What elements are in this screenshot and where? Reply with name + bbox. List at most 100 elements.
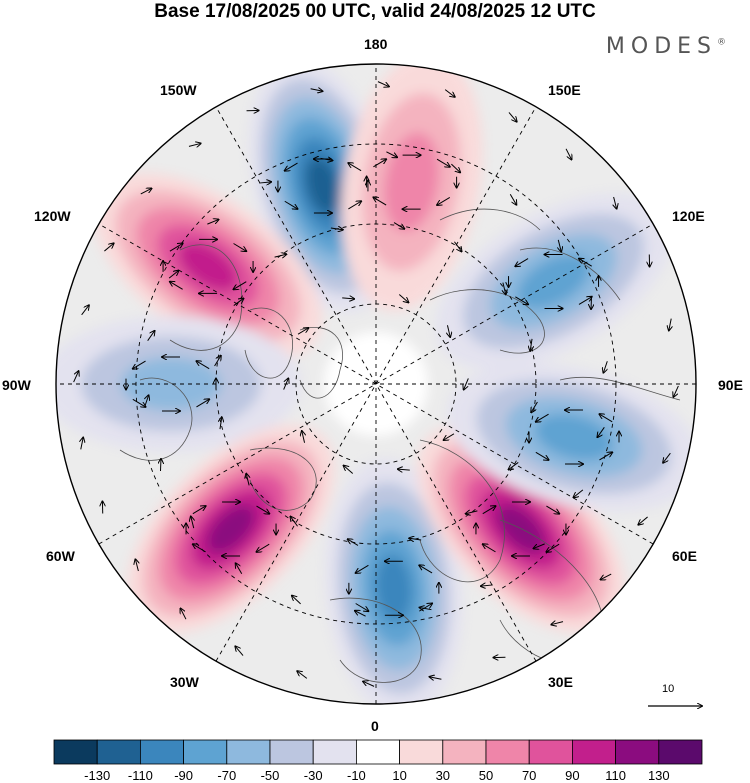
brand-text: MODES <box>605 34 717 59</box>
wind-arrow <box>546 505 559 514</box>
colorbar-swatch <box>269 739 314 765</box>
wind-arrow <box>169 244 183 252</box>
modes-logo: MODES® <box>606 34 726 59</box>
wind-arrow <box>531 401 538 412</box>
wind-arrow <box>233 298 244 306</box>
coastline <box>329 597 422 683</box>
wind-arrow <box>599 414 613 423</box>
lon-label-60w: 60W <box>46 548 75 564</box>
wind-arrow <box>283 378 289 390</box>
wind-arrow <box>377 81 389 87</box>
wind-arrow <box>363 681 375 687</box>
wind-arrow <box>342 298 354 299</box>
wind-arrow <box>234 281 247 290</box>
wind-arrow <box>444 433 455 440</box>
colorbar-tick-label: 130 <box>647 768 670 783</box>
wind-arrow <box>603 361 607 372</box>
wind-arrow <box>180 609 187 620</box>
colorbar-tick-label: -10 <box>346 768 366 783</box>
wind-arrow <box>236 563 243 574</box>
wind-arrow <box>386 151 397 157</box>
colorbar-swatch <box>355 739 400 765</box>
lon-label-120e: 120E <box>672 208 705 224</box>
wind-arrow <box>601 573 612 579</box>
wind-arrow <box>503 282 506 295</box>
wind-arrow <box>573 489 584 497</box>
wind-arrow <box>393 222 404 229</box>
wind-arrow <box>310 89 323 91</box>
wind-arrow <box>444 89 455 97</box>
colorbar-swatch <box>485 739 530 765</box>
colorbar-swatch <box>528 739 573 765</box>
wind-arrow <box>565 148 571 160</box>
wind-arrow <box>214 356 221 367</box>
wind-arrow <box>451 163 460 172</box>
wind-vectors <box>73 81 679 687</box>
wind-arrow <box>373 197 387 206</box>
wind-arrow <box>145 395 149 407</box>
lon-label-90e: 90E <box>718 377 743 393</box>
anomaly-contour <box>206 504 256 554</box>
wind-arrow <box>437 196 451 205</box>
colorbar-tick-label: 10 <box>392 768 407 783</box>
wind-arrow <box>482 506 496 515</box>
wind-arrow <box>454 241 461 252</box>
colorbar-tick-label: 90 <box>565 768 580 783</box>
wind-arrow <box>638 516 648 525</box>
map-disc <box>56 64 696 704</box>
wind-arrow <box>348 163 362 172</box>
colorbar-tick-label: -130 <box>84 768 111 783</box>
anomaly-contour <box>305 156 341 216</box>
lon-label-150e: 150E <box>548 82 581 98</box>
wind-arrow <box>344 466 354 474</box>
wind-arrow <box>81 305 89 316</box>
lon-label-150w: 150W <box>160 82 197 98</box>
wind-arrow <box>551 622 564 625</box>
wind-arrow <box>466 511 478 514</box>
wind-arrow <box>348 539 359 546</box>
coastline <box>419 439 505 583</box>
wind-arrow <box>320 158 333 160</box>
wind-arrow <box>233 243 247 252</box>
wind-arrow <box>614 196 617 209</box>
wind-arrow <box>256 505 269 514</box>
colorbar-swatch <box>226 739 271 765</box>
coastline <box>249 447 317 511</box>
anomaly-contour <box>534 413 614 461</box>
wind-arrow <box>235 646 244 656</box>
coastline <box>559 376 681 401</box>
wind-arrow <box>81 438 83 450</box>
wind-arrow <box>508 112 517 121</box>
wind-arrow <box>515 258 529 267</box>
wind-arrow <box>274 254 287 257</box>
wind-arrow <box>409 538 422 540</box>
anomaly-contour <box>178 241 238 292</box>
colorbar-swatch <box>399 739 444 765</box>
wind-arrow <box>170 282 183 290</box>
wind-arrow <box>284 200 298 209</box>
wind-arrow <box>578 297 592 305</box>
wind-arrow <box>356 564 369 573</box>
graticule <box>56 64 696 704</box>
colorbar-swatch <box>572 739 617 765</box>
lon-label-60e: 60E <box>672 548 697 564</box>
wind-arrow <box>196 399 209 408</box>
registered-mark: ® <box>717 37 726 48</box>
wind-arrow <box>398 469 410 470</box>
wind-arrow <box>430 677 442 679</box>
coastline <box>299 327 343 399</box>
wind-arrow <box>436 158 450 167</box>
wind-arrow <box>207 220 218 225</box>
colorbar-tick-label: -50 <box>260 768 280 783</box>
colorbar-swatch <box>658 739 703 765</box>
wind-arrow <box>509 462 519 469</box>
colorbar-swatch <box>139 739 184 765</box>
colorbar <box>53 739 703 765</box>
lon-label-30e: 30E <box>548 674 573 690</box>
wind-arrow <box>530 338 532 351</box>
wind-arrow <box>398 294 408 302</box>
coastline <box>439 208 541 231</box>
wind-arrow <box>373 159 386 168</box>
wind-arrow <box>669 318 671 331</box>
